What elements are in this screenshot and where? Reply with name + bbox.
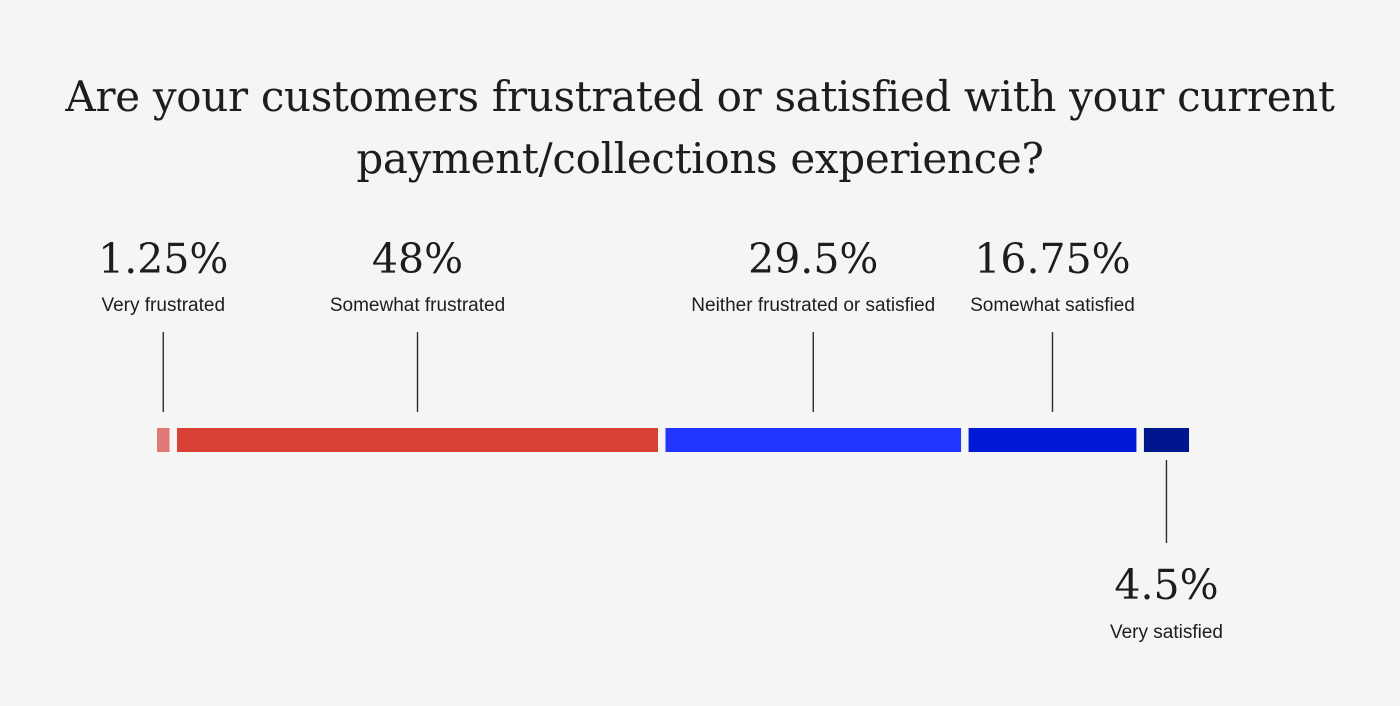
category-label-very-satisfied: Very satisfied xyxy=(1110,622,1223,643)
category-label-somewhat-frustrated: Somewhat frustrated xyxy=(330,295,505,316)
chart-title-line-2: payment/collections experience? xyxy=(356,134,1044,183)
bar-segment xyxy=(665,428,962,452)
category-label-very-frustrated: Very frustrated xyxy=(101,295,225,316)
value-label-neither-frustrated-or-satisfied: 29.5% xyxy=(748,235,878,283)
value-label-somewhat-satisfied: 16.75% xyxy=(974,235,1130,283)
value-label-very-frustrated: 1.25% xyxy=(98,235,228,283)
value-label-somewhat-frustrated: 48% xyxy=(372,235,463,283)
category-label-somewhat-satisfied: Somewhat satisfied xyxy=(970,295,1135,316)
value-label-very-satisfied: 4.5% xyxy=(1114,561,1218,609)
bar-segment xyxy=(157,428,170,452)
chart-title: Are your customers frustrated or satisfi… xyxy=(0,66,1400,190)
bar-segment xyxy=(1143,428,1189,452)
chart-title-line-1: Are your customers frustrated or satisfi… xyxy=(65,72,1335,121)
bar-segment xyxy=(968,428,1137,452)
bar-segment xyxy=(177,428,658,452)
category-label-neither-frustrated-or-satisfied: Neither frustrated or satisfied xyxy=(691,295,935,316)
